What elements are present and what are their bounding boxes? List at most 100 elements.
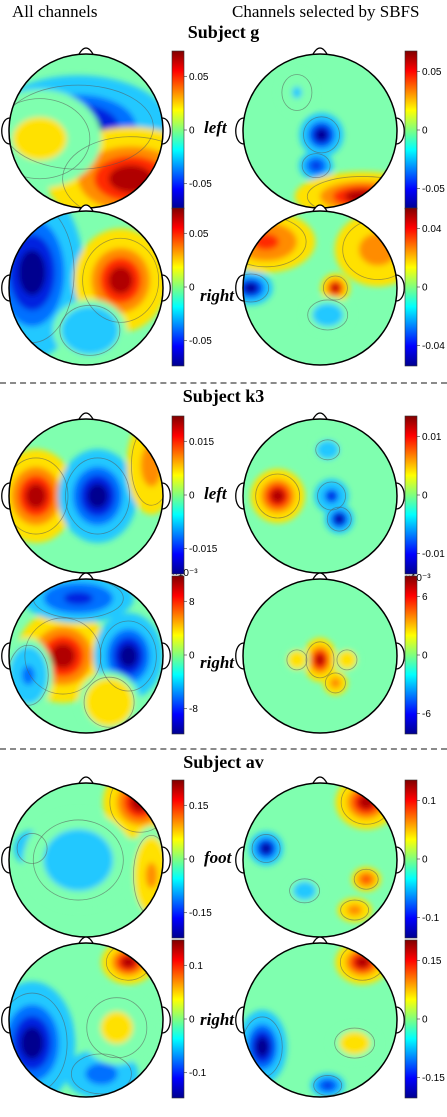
colorbar-tick-label: 0.05: [422, 67, 442, 78]
colorbar-tick-label: 0: [189, 126, 195, 137]
activation-blob: [63, 847, 93, 873]
colorbar-tick-label: 0.05: [189, 229, 209, 240]
colorbar-exponent-k3-right-all: ×10⁻³: [172, 568, 198, 579]
colorbar-gradient: [404, 575, 418, 735]
activation-blob: [299, 886, 310, 895]
activation-blob: [255, 1037, 269, 1057]
contour-line: [322, 275, 348, 301]
activation-blob: [18, 249, 46, 296]
condition-label-g-left: left: [204, 118, 227, 137]
condition-label-av-foot: foot: [204, 848, 232, 867]
colorbar-tick-label: 0.01: [422, 432, 442, 443]
activation-blob: [327, 491, 337, 501]
right-ear-icon: [161, 482, 171, 510]
condition-label-k3-right: right: [200, 653, 235, 672]
colorbar-tick-label: 0: [422, 491, 428, 502]
contour-line: [9, 84, 154, 170]
contour-line: [99, 620, 157, 692]
topomap-all-1-1: [1, 572, 171, 734]
contour-line: [340, 899, 370, 921]
activation-blob: [344, 189, 381, 203]
contour-line: [289, 878, 321, 904]
colorbar-gradient: [404, 939, 418, 1099]
subject-title-av: Subject av: [183, 752, 264, 772]
contour-line: [307, 299, 349, 331]
colorbar-sbfs-0-0: 0.05 0 -0.05: [404, 50, 445, 210]
activation-blob: [145, 862, 158, 889]
contour-line: [62, 136, 163, 208]
left-ear-icon: [235, 1006, 245, 1034]
contour-line: [313, 1075, 343, 1096]
activation-blob: [323, 446, 332, 454]
activation-blob: [366, 239, 390, 260]
activation-blob: [332, 185, 392, 208]
activation-blob: [335, 515, 344, 523]
colorbar-tick-label: -0.1: [189, 1068, 207, 1079]
topomap-sbfs-1-1: [235, 572, 405, 734]
contour-line: [334, 1027, 376, 1059]
colorbar-tick-label: 0: [189, 283, 195, 294]
condition-label-av-right: right: [200, 1010, 235, 1029]
colorbar-tick-label: -0.015: [189, 544, 218, 555]
activation-blob: [63, 591, 93, 605]
left-ear-icon: [1, 117, 11, 145]
colorbar-gradient: [171, 575, 185, 735]
activation-blob: [355, 956, 370, 969]
contour-line: [9, 457, 69, 535]
colorbar-tick-label: 0.1: [422, 796, 436, 807]
topomap-all-2-0: [1, 776, 171, 938]
colorbar-all-1-1: 8 0 -8: [171, 575, 198, 735]
contour-line: [255, 473, 301, 519]
contour-line: [251, 834, 281, 863]
colorbar-gradient: [171, 207, 185, 367]
colorbar-all-1-0: 0.015 0 -0.015: [171, 415, 218, 575]
head-outline: [242, 210, 398, 366]
activation-blob: [21, 665, 35, 685]
contour-line: [65, 457, 130, 535]
colorbar-all-2-0: 0.15 0 -0.15: [171, 779, 212, 939]
colorbar-tick-label: -0.05: [189, 336, 212, 347]
colorbar-tick-label: 0: [422, 1015, 428, 1026]
right-ear-icon: [161, 117, 171, 145]
colorbar-tick-label: 0.15: [422, 956, 442, 967]
contour-line: [59, 304, 121, 356]
topomap-sbfs-2-0: [235, 776, 405, 938]
contour-line: [324, 672, 346, 694]
activation-blob: [348, 1038, 362, 1048]
right-ear-icon: [395, 642, 405, 670]
contour-line: [353, 868, 379, 890]
colorbar-sbfs-1-1: 6 0 -6: [404, 575, 431, 735]
contour-line: [109, 783, 163, 833]
colorbar-sbfs-0-1: 0.04 0 -0.04: [404, 207, 445, 367]
contour-line: [305, 641, 335, 679]
activation-blob: [101, 694, 118, 711]
activation-blob: [321, 310, 335, 320]
column-header-sbfs: Channels selected by SBFS: [232, 2, 420, 21]
activation-blob: [293, 656, 301, 664]
colorbar-all-0-1: 0.05 0 -0.05: [171, 207, 212, 367]
right-ear-icon: [161, 846, 171, 874]
right-ear-icon: [395, 1006, 405, 1034]
left-ear-icon: [1, 1006, 11, 1034]
contour-line: [303, 116, 340, 154]
subject-divider-1: [0, 382, 447, 384]
contour-line: [315, 439, 341, 461]
left-ear-icon: [1, 482, 11, 510]
colorbar-sbfs-2-0: 0.1 0 -0.1: [404, 779, 440, 939]
contour-line: [336, 649, 358, 671]
activation-blob: [270, 488, 285, 504]
colorbar-all-2-1: 0.1 0 -0.1: [171, 939, 207, 1099]
head-outline: [8, 210, 164, 366]
colorbar-gradient: [171, 50, 185, 210]
right-ear-icon: [395, 274, 405, 302]
right-ear-icon: [161, 1006, 171, 1034]
colorbar-tick-label: -0.05: [189, 179, 212, 190]
contour-line: [9, 644, 49, 706]
colorbar-tick-label: 0: [189, 651, 195, 662]
colorbar-gradient: [404, 415, 418, 575]
contour-line: [32, 819, 124, 901]
activation-blob: [350, 906, 360, 914]
colorbar-tick-label: 0: [422, 126, 428, 137]
colorbar-tick-label: 0: [422, 283, 428, 294]
